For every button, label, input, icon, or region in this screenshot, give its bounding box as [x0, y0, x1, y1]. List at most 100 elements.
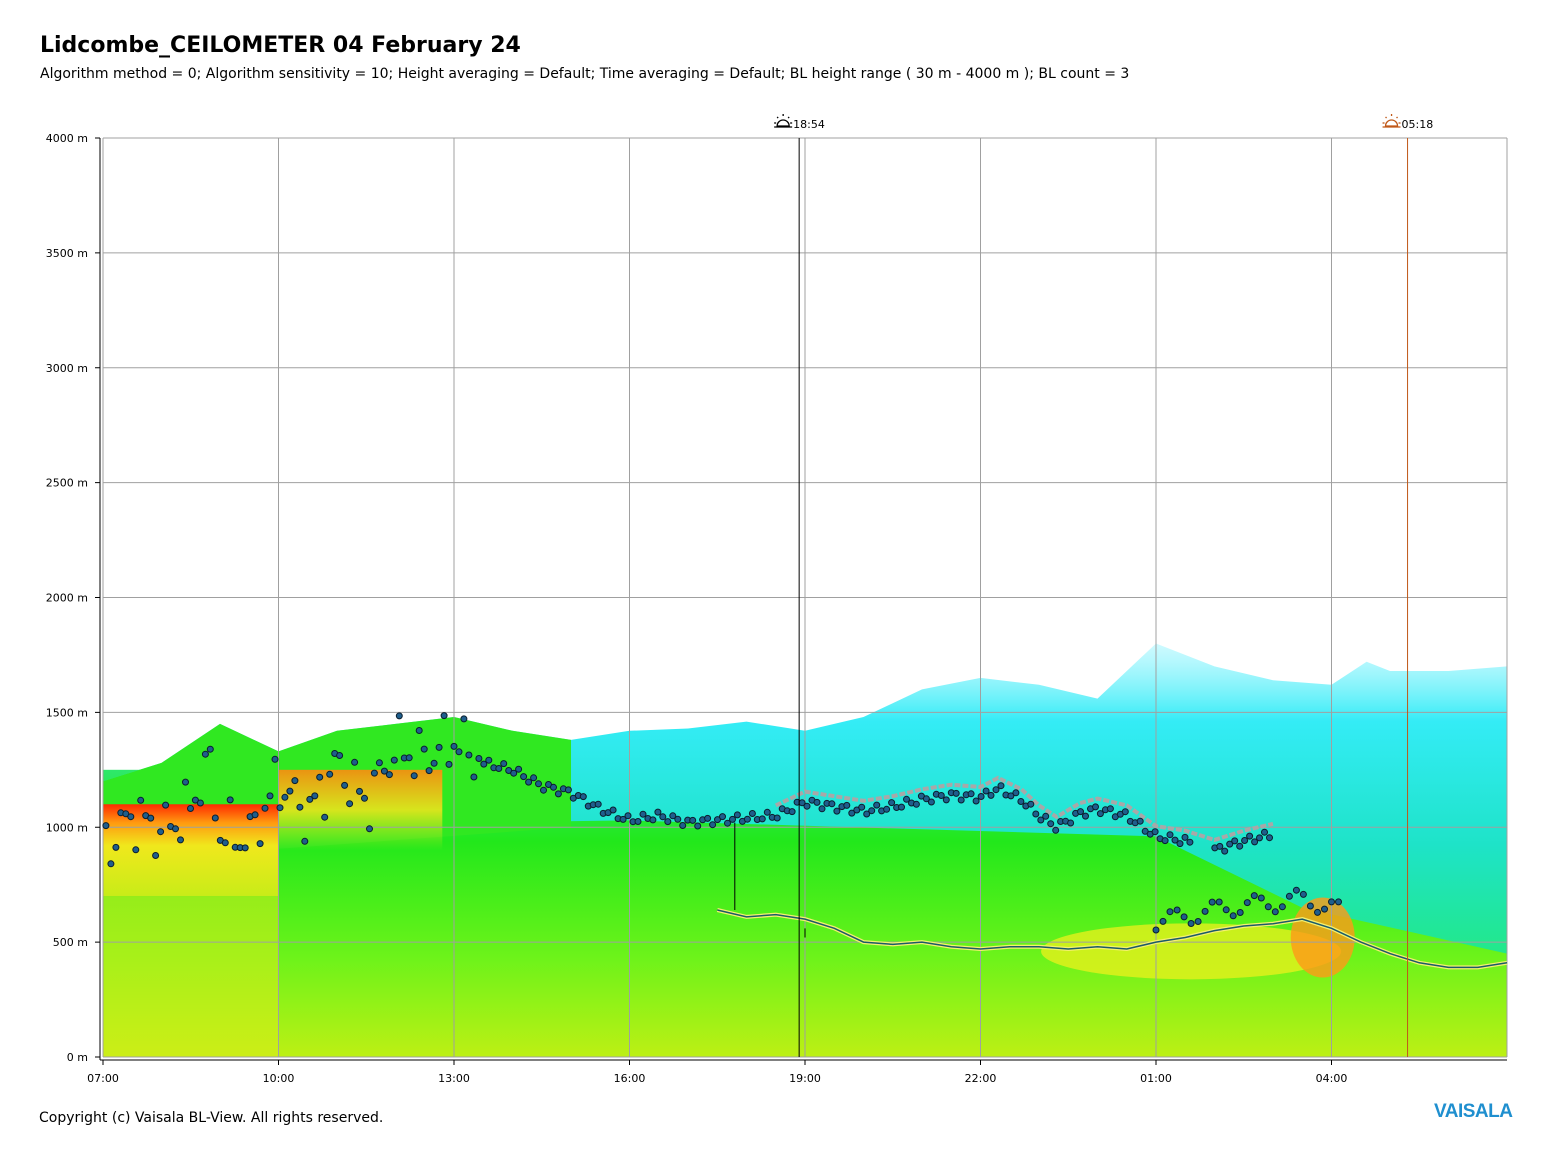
bl-marker	[1194, 918, 1202, 925]
bl-marker	[475, 755, 483, 762]
bl-marker	[361, 794, 368, 802]
bl-marker	[1042, 812, 1050, 820]
bl-marker	[540, 786, 547, 794]
bl-marker	[1017, 798, 1025, 805]
bl-marker	[743, 815, 751, 823]
bl-marker	[748, 810, 756, 817]
y-tick-label: 4000 m	[46, 132, 88, 145]
bl-marker	[848, 809, 856, 817]
bl-marker	[937, 792, 945, 799]
bl-marker	[1092, 803, 1099, 811]
bl-marker	[306, 795, 314, 803]
bl-marker	[694, 822, 702, 830]
bl-marker	[733, 811, 741, 819]
bl-marker	[1176, 840, 1184, 848]
sun-events: 18:54 05:18	[774, 114, 1433, 1057]
sun-ray	[787, 116, 790, 119]
bl-marker	[1306, 902, 1314, 910]
bl-marker	[301, 837, 309, 845]
bl-connector-line	[734, 822, 806, 938]
bl-marker	[1180, 913, 1188, 921]
bl-marker	[1256, 834, 1263, 842]
vaisala-logo: VAISALA	[1434, 1101, 1513, 1122]
bl-marker	[241, 844, 249, 852]
bl-marker	[554, 790, 562, 798]
bl-marker	[321, 813, 329, 821]
bl-marker	[356, 787, 363, 795]
bl-marker	[1159, 917, 1167, 925]
bl-marker	[1096, 810, 1104, 818]
bl-marker	[1121, 808, 1129, 816]
bl-marker	[266, 792, 274, 800]
x-tick-label: 22:00	[965, 1072, 997, 1085]
bl-marker	[1321, 905, 1328, 913]
bl-marker	[1027, 800, 1035, 808]
y-tick-label: 0 m	[67, 1051, 88, 1064]
bl-marker	[803, 802, 811, 810]
bl-marker	[450, 742, 458, 750]
x-tick-label: 13:00	[438, 1072, 470, 1085]
bl-marker	[912, 800, 920, 808]
predawn-haze-patch	[1290, 897, 1355, 978]
bl-marker	[669, 812, 677, 820]
bl-marker	[1231, 837, 1239, 845]
bl-marker	[729, 815, 736, 823]
x-tick-label: 07:00	[87, 1072, 119, 1085]
bl-marker	[758, 815, 766, 823]
y-tick-label: 1000 m	[46, 821, 88, 834]
bl-marker	[157, 828, 165, 836]
bl-marker	[664, 818, 672, 826]
bl-marker	[370, 769, 378, 777]
sun-ray	[1385, 116, 1388, 119]
y-tick-label: 2500 m	[46, 477, 88, 490]
bl-marker	[1166, 908, 1174, 916]
residual-layer-line	[774, 775, 1274, 842]
bl-marker	[1226, 840, 1234, 848]
bl-marker	[435, 743, 443, 751]
bl-marker	[594, 800, 602, 808]
bl-marker	[1266, 834, 1273, 842]
bl-marker	[127, 813, 135, 821]
bl-marker	[883, 805, 891, 813]
bl-marker	[714, 816, 721, 824]
bl-marker	[147, 814, 155, 822]
bl-marker	[1181, 833, 1189, 841]
bl-marker	[1208, 898, 1216, 906]
bl-marker	[639, 810, 647, 818]
bl-marker	[1186, 838, 1194, 846]
bl-marker	[276, 804, 284, 812]
bl-marker	[1261, 828, 1268, 836]
bl-marker	[137, 796, 145, 804]
bl-marker	[187, 805, 194, 812]
bl-marker	[480, 760, 488, 768]
bl-marker	[530, 774, 538, 782]
bl-marker	[1077, 808, 1084, 816]
bl-marker	[211, 814, 219, 822]
bl-marker	[500, 760, 508, 768]
bl-marker	[1082, 812, 1089, 820]
sun-half-disc	[776, 119, 790, 127]
bl-marker	[341, 781, 349, 789]
bl-marker	[1314, 908, 1321, 916]
y-tick-label: 1500 m	[46, 706, 88, 719]
y-tick-label: 500 m	[53, 936, 88, 949]
bl-marker	[1141, 827, 1149, 835]
bl-marker	[1152, 926, 1160, 934]
x-tick-label: 10:00	[263, 1072, 295, 1085]
bl-marker	[579, 793, 587, 801]
chart-subtitle: Algorithm method = 0; Algorithm sensitiv…	[40, 66, 1130, 82]
sun-ray	[776, 116, 779, 119]
y-tick-label: 3500 m	[46, 247, 88, 260]
y-tick-label: 2000 m	[46, 592, 88, 605]
bl-marker	[390, 756, 398, 764]
bl-marker	[445, 760, 453, 768]
bl-marker	[1328, 898, 1335, 906]
bl-marker	[957, 796, 965, 804]
y-tick-label: 3000 m	[46, 362, 88, 375]
bl-marker	[336, 752, 344, 759]
bl-marker	[510, 769, 518, 777]
bl-marker	[1171, 836, 1179, 844]
bl-marker	[1292, 886, 1300, 894]
bl-marker	[112, 843, 120, 851]
bl-marker	[704, 814, 712, 822]
